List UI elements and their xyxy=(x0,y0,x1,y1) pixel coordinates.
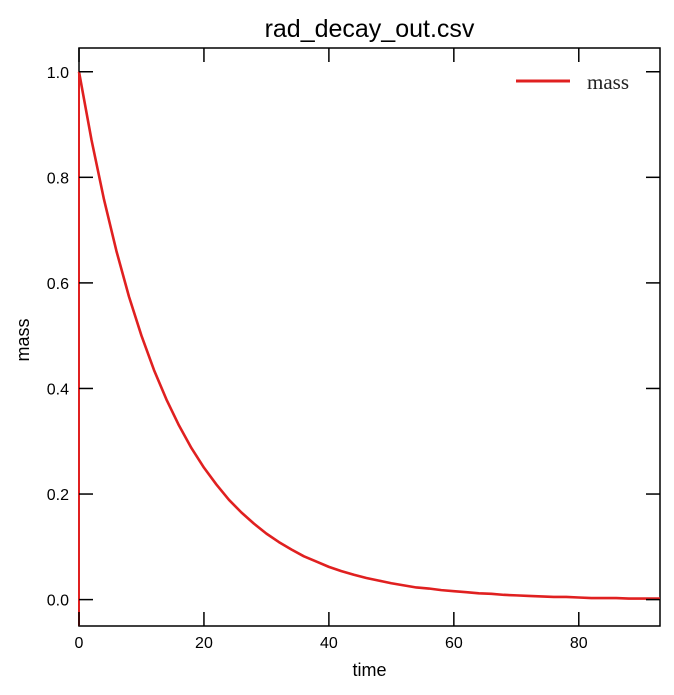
x-tick-label: 20 xyxy=(195,635,213,652)
plot-frame xyxy=(78,47,661,627)
plot-area xyxy=(77,47,661,627)
y-tick-label: 0.2 xyxy=(47,487,69,504)
x-tick-label: 60 xyxy=(445,635,463,652)
legend: mass xyxy=(516,70,629,94)
y-tick-label: 0.8 xyxy=(47,170,69,187)
y-tick-label: 0.4 xyxy=(47,381,69,398)
x-tick-label: 0 xyxy=(75,635,84,652)
x-tick-label: 80 xyxy=(570,635,588,652)
x-tick-label: 40 xyxy=(320,635,338,652)
y-tick-label: 0.0 xyxy=(47,593,69,610)
axis-ticks: 0 20 40 60 80 0.0 0.2 0.4 0.6 0.8 1.0 xyxy=(47,48,660,652)
x-axis-label: time xyxy=(352,660,386,680)
legend-label-mass: mass xyxy=(587,70,629,94)
y-tick-label: 0.6 xyxy=(47,276,69,293)
series-line-mass xyxy=(77,71,660,600)
y-tick-label: 1.0 xyxy=(47,65,69,82)
y-axis-label: mass xyxy=(13,318,33,361)
chart-title: rad_decay_out.csv xyxy=(265,15,475,43)
